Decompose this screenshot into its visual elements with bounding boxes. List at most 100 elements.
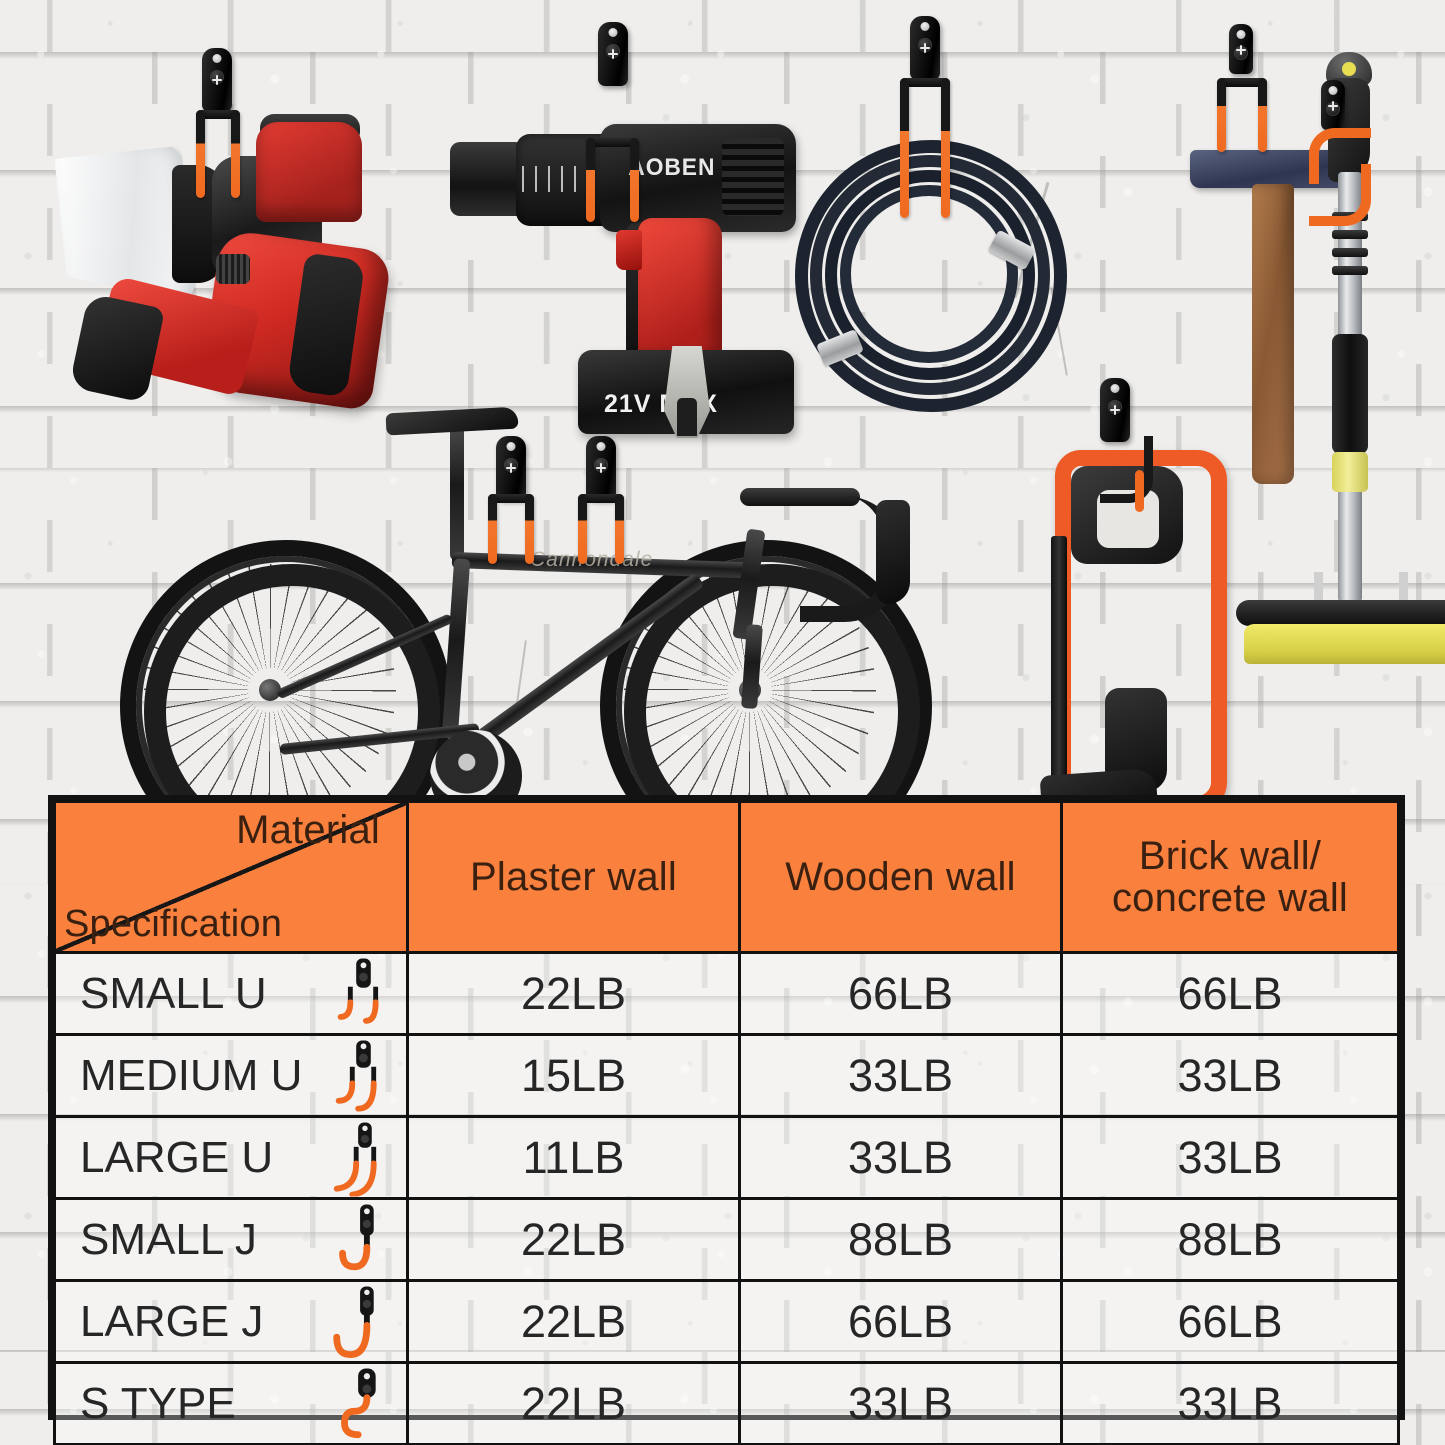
hook-yoke: [578, 494, 624, 503]
phillips-screw-icon: [607, 48, 619, 60]
product-hacksaw: [1039, 420, 1235, 822]
sprayer-battery: [68, 292, 166, 404]
hook-clip-bracket: [664, 346, 710, 438]
squeegee-band: [1332, 266, 1368, 275]
column-header-wooden-wall: Wooden wall: [738, 800, 1063, 954]
s-hook-curve: [1309, 128, 1371, 184]
spec-cell-small-j: SMALL J: [53, 1197, 409, 1282]
sprayer-motor-housing: [256, 122, 362, 222]
value-plaster-wall: 11LB: [406, 1115, 741, 1200]
value-brick-concrete-wall: 88LB: [1060, 1197, 1400, 1282]
u-hook-large-icon: [332, 1121, 394, 1196]
u-hook-small-icon: [332, 957, 394, 1032]
spec-label: MEDIUM U: [80, 1050, 303, 1100]
hook-leg: [488, 494, 497, 564]
bike-seat-post: [450, 424, 464, 560]
value-wooden-wall: 88LB: [738, 1197, 1063, 1282]
s-hook-squeegee: [1303, 80, 1383, 250]
table-header-row: Material Specification Plaster wall Wood…: [53, 800, 1400, 954]
u-hook-bike-left: [482, 436, 546, 564]
value-plaster-wall: 22LB: [406, 951, 741, 1036]
spec-cell-small-u: SMALL U: [53, 951, 409, 1036]
hook-leg: [900, 78, 909, 218]
bike-brake-lever: [876, 500, 910, 604]
spec-label: S TYPE: [80, 1378, 236, 1428]
j-hook-small-icon: [332, 1203, 394, 1278]
clutch-tick-marks: [522, 166, 614, 192]
hook-leg: [586, 138, 595, 222]
j-hook-orange-tip: [1135, 470, 1144, 512]
product-coiled-hose: [795, 140, 1067, 412]
column-header-brick-concrete-wall: Brick wall/ concrete wall: [1060, 800, 1400, 954]
value-wooden-wall: 33LB: [738, 1115, 1063, 1200]
value-plaster-wall: 22LB: [406, 1279, 741, 1364]
squeegee-yellow-collar: [1332, 452, 1368, 492]
hook-yoke: [488, 494, 534, 503]
table-corner-cell: Material Specification: [53, 800, 409, 954]
squeegee-lock-sleeve: [1332, 334, 1368, 454]
spec-cell-medium-u: MEDIUM U: [53, 1033, 409, 1118]
table-row: LARGE J 22LB 66LB 66LB: [53, 1279, 1400, 1364]
value-brick-concrete-wall: 33LB: [1060, 1361, 1400, 1445]
product-cordless-drill: AOBEN 21V MAX: [450, 50, 850, 438]
table-body: SMALL U 22LB: [53, 951, 1400, 1445]
value-plaster-wall: 22LB: [406, 1361, 741, 1445]
squeegee-band: [1332, 230, 1368, 239]
phillips-screw-icon: [919, 42, 931, 54]
spec-label: SMALL J: [80, 1214, 257, 1264]
s-hook-curve: [1309, 164, 1371, 226]
drill-chuck: [450, 142, 526, 216]
phillips-screw-icon: [211, 74, 223, 86]
value-wooden-wall: 66LB: [738, 1279, 1063, 1364]
hammer-wooden-handle: [1252, 184, 1294, 484]
phillips-screw-icon: [1109, 404, 1121, 416]
u-hook-drill: [578, 22, 648, 222]
table-row: SMALL J 22LB 88LB 88LB: [53, 1197, 1400, 1282]
table-row: S TYPE 22LB 33LB 33LB: [53, 1361, 1400, 1445]
hook-yoke: [1217, 78, 1267, 87]
u-hook-bike-right: [572, 436, 636, 564]
spec-cell-large-j: LARGE J: [53, 1279, 409, 1364]
bike-rear-hub: [259, 679, 281, 701]
material-header-label: Material: [236, 808, 380, 852]
value-brick-concrete-wall: 33LB: [1060, 1033, 1400, 1118]
bike-seat-tube: [441, 558, 471, 739]
drill-handle: [638, 218, 722, 364]
j-hook-hacksaw: [1086, 378, 1166, 518]
hook-leg: [196, 110, 205, 198]
sprayer-adjust-knob: [216, 254, 250, 284]
load-capacity-table: Material Specification Plaster wall Wood…: [48, 795, 1405, 1445]
specification-header-label: Specification: [64, 903, 283, 946]
bike-saddle: [385, 406, 519, 436]
spec-label: LARGE J: [80, 1296, 264, 1346]
value-plaster-wall: 22LB: [406, 1197, 741, 1282]
hook-yoke: [900, 78, 950, 87]
value-brick-concrete-wall: 66LB: [1060, 1279, 1400, 1364]
hook-leg: [1217, 78, 1226, 152]
phillips-screw-icon: [505, 462, 517, 474]
u-hook-medium-icon: [332, 1039, 394, 1114]
j-hook-large-icon: [332, 1285, 394, 1360]
spec-label: SMALL U: [80, 968, 267, 1018]
spec-table-grid: Material Specification Plaster wall Wood…: [53, 800, 1400, 1445]
squeegee-grip-dot: [1342, 62, 1356, 76]
drill-vent-grille: [722, 138, 784, 216]
j-hook-curve: [1100, 436, 1153, 503]
u-hook-hammer: [1213, 24, 1273, 154]
hook-leg: [231, 110, 240, 198]
value-plaster-wall: 15LB: [406, 1033, 741, 1118]
table-row: LARGE U 11LB: [53, 1115, 1400, 1200]
hook-leg: [578, 494, 587, 564]
drill-trigger: [616, 230, 642, 270]
hose-coil: [840, 185, 1018, 363]
hook-leg: [1258, 78, 1267, 152]
table-header: Material Specification Plaster wall Wood…: [53, 800, 1400, 954]
hook-leg: [615, 494, 624, 564]
hook-leg: [630, 138, 639, 222]
hook-leg: [941, 78, 950, 218]
phillips-screw-icon: [1235, 44, 1247, 56]
column-header-plaster-wall: Plaster wall: [406, 800, 741, 954]
s-hook-icon: [332, 1367, 394, 1442]
spec-cell-large-u: LARGE U: [53, 1115, 409, 1200]
